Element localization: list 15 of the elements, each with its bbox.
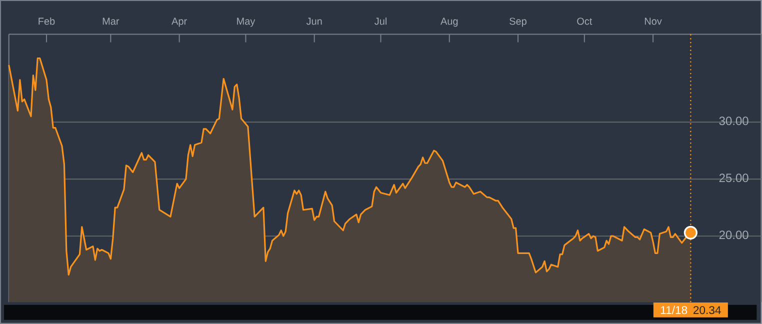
text: 20.34 <box>693 306 721 314</box>
y-tick-label: 30.00 <box>719 116 748 126</box>
x-tick-label: May <box>237 18 256 27</box>
x-tick-label: Jun <box>306 18 322 25</box>
x-tick-label: Apr <box>172 18 187 27</box>
x-tick-label: Mar <box>102 18 120 25</box>
x-tick-label: Feb <box>38 18 55 25</box>
y-tick-label: 25.00 <box>719 174 748 182</box>
x-tick-label: Nov <box>644 18 662 25</box>
ref-line-label: 11/18 <box>660 306 688 314</box>
x-tick-label: Aug <box>440 18 458 27</box>
x-tick-label: Oct <box>577 18 592 25</box>
x-tick-label: Jul <box>374 18 386 25</box>
y-tick-label: 20.00 <box>719 230 748 240</box>
x-tick-label: Sep <box>510 18 526 27</box>
